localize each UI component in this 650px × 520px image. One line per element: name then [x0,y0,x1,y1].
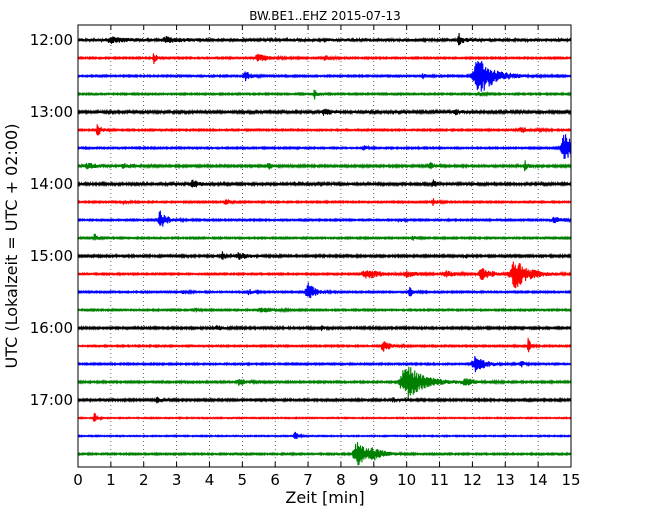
trace-row [77,108,572,116]
x-ticks: 0 1 2 3 4 5 6 7 8 9 10 11 12 13 14 15 [73,25,581,489]
trace-row [77,324,572,332]
x-tick-label: 12 [463,471,482,489]
x-tick-label: 9 [369,471,379,489]
x-tick-label: 8 [336,471,346,489]
trace-row [77,233,572,241]
x-tick-label: 11 [430,471,449,489]
trace-row [77,261,572,289]
y-axis-label: UTC (Lokalzeit = UTC + 02:00) [2,124,21,369]
trace-row [77,210,572,227]
plot-frame [77,24,572,468]
trace-row [77,89,572,100]
x-tick-label: 0 [73,471,83,489]
trace-row [77,53,572,64]
traces [77,33,572,466]
trace-row [77,179,572,188]
y-ticks: 12:00 13:00 14:00 15:00 16:00 17:00 [30,31,571,409]
x-tick-label: 7 [303,471,313,489]
x-tick-label: 15 [561,471,580,489]
trace-row [77,33,572,46]
trace-row [77,198,572,206]
trace-row [77,306,572,314]
y-tick-label: 13:00 [30,103,73,121]
trace-row [77,251,572,260]
x-tick-label: 6 [270,471,280,489]
trace-row [77,160,572,172]
trace-row [77,337,572,353]
trace-row [77,441,572,466]
y-tick-label: 12:00 [30,31,73,49]
x-tick-label: 4 [205,471,215,489]
y-tick-label: 15:00 [30,247,73,265]
x-tick-label: 5 [238,471,248,489]
chart-title: BW.BE1..EHZ 2015-07-13 [249,9,401,23]
trace-row [77,366,572,400]
trace-row [77,356,572,373]
trace-row [77,396,572,404]
x-tick-label: 3 [172,471,182,489]
y-tick-label: 16:00 [30,319,73,337]
trace-row [77,124,572,136]
x-tick-label: 1 [106,471,116,489]
trace-row [77,134,572,160]
y-tick-label: 17:00 [30,391,73,409]
x-tick-label: 13 [496,471,515,489]
trace-row [77,282,572,299]
x-tick-label: 2 [139,471,149,489]
x-grid [110,25,539,467]
trace-row [77,412,572,422]
x-tick-label: 14 [529,471,548,489]
x-tick-label: 10 [397,471,416,489]
trace-row [77,61,572,92]
trace-row [77,431,572,439]
x-axis-label: Zeit [min] [285,488,364,507]
y-tick-label: 14:00 [30,175,73,193]
